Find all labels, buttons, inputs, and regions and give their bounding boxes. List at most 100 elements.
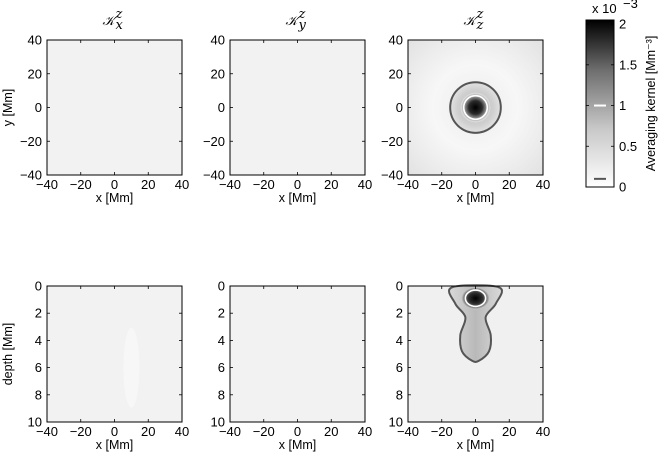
y-tick-label: 10 (389, 415, 403, 430)
panel-top-left: −40 −20 0 20 40 40 20 0 −20 −40 x [Mm] y [Mm] 𝒦 xz (1, 7, 189, 205)
panel-bottom-left: −40 −20 0 20 40 0 2 4 6 8 10 x [Mm] depth [Mm] (1, 279, 189, 453)
colorbar-label: Averaging kernel [Mm⁻³] (644, 36, 658, 172)
colorbar-frame (585, 19, 615, 188)
x-tick-label: −20 (253, 424, 275, 439)
x-axis-label: x [Mm] (457, 191, 495, 205)
panel-top-middle: −40 −20 0 20 40 40 20 0 −20 −40 x [Mm] 𝒦 yz (203, 7, 372, 205)
colorbar-exponent-base: x 10 (592, 1, 617, 16)
y-tick-label: 8 (396, 387, 403, 402)
x-tick-label: 20 (141, 177, 155, 192)
x-axis-label: x [Mm] (96, 438, 134, 452)
x-tick-label: 20 (141, 424, 155, 439)
y-tick-label: 4 (218, 333, 225, 348)
panel-top-right: −40 −20 0 20 40 40 20 0 −20 −40 x [Mm] 𝒦 zz (381, 7, 550, 205)
panel-title-subscript: z (476, 18, 484, 33)
y-tick-label: −20 (381, 134, 403, 149)
x-tick-label: −40 (397, 424, 419, 439)
y-tick-label: 6 (35, 360, 42, 375)
heatmap-background (230, 40, 365, 175)
x-tick-label: 40 (358, 177, 372, 192)
x-tick-label: −20 (253, 177, 275, 192)
colorbar-tick-label: 2 (619, 17, 626, 32)
x-tick-label: −20 (70, 424, 92, 439)
x-tick-label: −40 (36, 177, 58, 192)
heatmap-background (47, 286, 182, 422)
x-tick-label: −40 (219, 424, 241, 439)
y-tick-label: 6 (396, 360, 403, 375)
x-tick-label: 0 (294, 177, 301, 192)
panel-title-subscript: y (298, 18, 307, 33)
panel-title: 𝒦 (102, 14, 118, 29)
faint-feature (123, 327, 140, 408)
x-tick-label: 20 (502, 424, 516, 439)
contour-low (449, 81, 502, 134)
x-tick-label: 0 (111, 424, 118, 439)
x-tick-label: −40 (397, 177, 419, 192)
x-tick-label: 40 (536, 424, 550, 439)
panel-title-superscript: z (115, 7, 123, 22)
contour-low (448, 284, 503, 363)
y-tick-label: −40 (203, 168, 225, 183)
x-tick-label: −20 (431, 177, 453, 192)
panel-bottom-right: −40 −20 0 20 40 0 2 4 6 8 10 x [Mm] (389, 279, 551, 453)
y-tick-label: 0 (35, 279, 42, 294)
x-tick-label: 20 (502, 177, 516, 192)
x-tick-label: 0 (472, 424, 479, 439)
y-tick-label: 0 (218, 100, 225, 115)
x-tick-label: 0 (472, 177, 479, 192)
y-axis-label: y [Mm] (1, 89, 15, 127)
x-axis-label: x [Mm] (279, 191, 317, 205)
y-tick-label: 20 (28, 66, 42, 81)
heatmap-background (47, 40, 182, 175)
panel-bottom-middle: −40 −20 0 20 40 0 2 4 6 8 10 x [Mm] (211, 279, 373, 453)
x-axis-label: x [Mm] (96, 191, 134, 205)
y-tick-label: −40 (20, 168, 42, 183)
panel-title-superscript: z (476, 7, 484, 22)
kernel-core (460, 92, 491, 123)
x-tick-label: 0 (111, 177, 118, 192)
contour-high (464, 289, 487, 308)
panel-title: 𝒦 (463, 14, 479, 29)
x-tick-label: −20 (70, 177, 92, 192)
y-tick-label: 6 (218, 360, 225, 375)
colorbar-tick-label: 1 (619, 98, 626, 113)
y-tick-label: −40 (381, 168, 403, 183)
y-tick-label: 0 (35, 100, 42, 115)
colorbar-tick-label: 0 (619, 180, 626, 195)
y-tick-label: 8 (35, 387, 42, 402)
y-tick-label: 0 (218, 279, 225, 294)
x-tick-label: 20 (324, 177, 338, 192)
y-tick-label: 8 (218, 387, 225, 402)
heatmap-background (230, 286, 365, 422)
panel-title: 𝒦 (285, 14, 301, 29)
y-tick-label: 4 (35, 333, 42, 348)
x-tick-label: 40 (175, 177, 189, 192)
x-tick-label: 40 (536, 177, 550, 192)
y-axis-label: depth [Mm] (1, 323, 15, 386)
colorbar-tick-label: 0.5 (619, 139, 637, 154)
y-tick-label: 2 (35, 306, 42, 321)
y-tick-label: 10 (28, 415, 42, 430)
y-tick-label: 20 (211, 66, 225, 81)
y-tick-label: 2 (218, 306, 225, 321)
x-tick-label: 0 (294, 424, 301, 439)
colorbar-tick-label: 1.5 (619, 57, 637, 72)
x-axis-label: x [Mm] (279, 438, 317, 452)
panel-title-subscript: x (116, 18, 124, 33)
y-tick-label: 20 (389, 66, 403, 81)
y-tick-label: 0 (396, 100, 403, 115)
y-tick-label: 40 (211, 33, 225, 48)
y-tick-label: 4 (396, 333, 403, 348)
panel-title-superscript: z (298, 7, 306, 22)
x-tick-label: −40 (36, 424, 58, 439)
x-tick-label: −40 (219, 177, 241, 192)
y-tick-label: −20 (20, 134, 42, 149)
y-tick-label: 2 (396, 306, 403, 321)
colorbar-gradient (586, 20, 614, 187)
y-tick-label: 0 (396, 279, 403, 294)
colorbar-exponent: −3 (623, 0, 638, 11)
x-tick-label: 20 (324, 424, 338, 439)
y-tick-label: 40 (389, 33, 403, 48)
y-tick-label: 10 (211, 415, 225, 430)
